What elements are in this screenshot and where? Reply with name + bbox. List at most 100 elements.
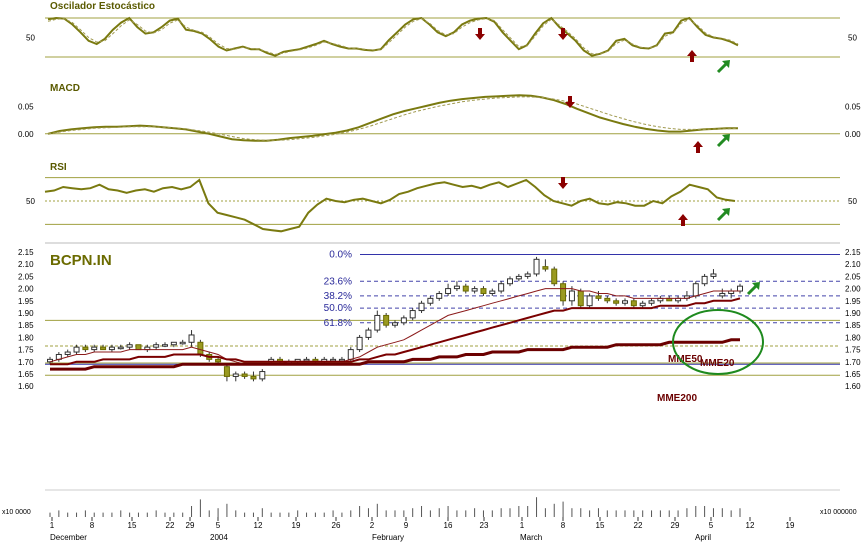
date-tick-label: 8 — [561, 521, 566, 530]
date-tick-label: 23 — [480, 521, 489, 530]
down-arrow-icon — [558, 177, 568, 189]
candle-body — [338, 358, 345, 362]
candle-body — [241, 373, 248, 377]
candle-body — [117, 346, 124, 350]
ma-label: MME200 — [657, 393, 697, 404]
price-tick-right: 1.95 — [845, 297, 861, 306]
candle-body — [613, 300, 620, 304]
down-arrow-icon — [565, 96, 575, 108]
candle-body — [427, 297, 434, 304]
rsi-line — [44, 178, 736, 233]
candle-body — [330, 358, 337, 362]
candle-body — [604, 297, 611, 302]
price-tick-right: 2.15 — [845, 248, 861, 257]
candle-body — [170, 341, 177, 346]
candle-body — [232, 373, 239, 377]
candle-body — [91, 346, 98, 351]
date-tick-label: 29 — [671, 521, 680, 530]
candle-body — [595, 295, 602, 299]
candle-body — [719, 292, 726, 297]
price-tick-right: 1.85 — [845, 321, 861, 330]
candle-body — [453, 285, 460, 290]
month-label: February — [372, 533, 404, 542]
candle-body — [648, 300, 655, 304]
candle-body — [480, 288, 487, 294]
date-tick-label: 12 — [254, 521, 263, 530]
candle-body — [542, 266, 549, 270]
date-axis: 1 8 15 22 29 5 12 19 26 2 9 16 23 1 8 15 22 29 5 12 19Decemb… — [50, 517, 795, 542]
candle-body — [356, 336, 363, 351]
candle-body — [710, 273, 717, 277]
candle-body — [73, 346, 80, 353]
candle-body — [462, 285, 469, 292]
date-tick-label: 5 — [709, 521, 714, 530]
rsi-tick-right: 50 — [848, 197, 857, 206]
up-arrow-icon — [693, 141, 703, 153]
price-tick-left: 1.75 — [18, 346, 34, 355]
candle-body — [418, 302, 425, 312]
down-arrow-icon — [475, 28, 485, 40]
candle-body — [533, 258, 540, 275]
candle-body — [489, 290, 496, 294]
month-label: April — [695, 533, 711, 542]
candle-body — [347, 349, 354, 360]
moving-average-mme20 — [49, 288, 740, 365]
candle-body — [409, 310, 416, 319]
candle-body — [179, 341, 186, 345]
candle-body — [188, 334, 195, 343]
price-panel: 2.15 2.15 2.10 2.10 2.05 2.05 2.00 2.00 1.95 1.95… — [18, 242, 861, 404]
price-tick-right: 1.65 — [845, 370, 861, 379]
macd-tick-right: 0.05 — [845, 103, 861, 112]
stoch-tick-right: 50 — [848, 34, 857, 43]
candle-body — [400, 317, 407, 324]
moving-average-mme50 — [50, 297, 741, 366]
date-tick-label: 1 — [520, 521, 525, 530]
candle-body — [153, 344, 160, 348]
date-tick-label: 2 — [370, 521, 375, 530]
macd-title: MACD — [50, 83, 80, 94]
candle-body — [100, 346, 107, 351]
stoch-signal-line — [47, 18, 739, 55]
date-tick-label: 9 — [404, 521, 409, 530]
candle-body — [577, 290, 584, 307]
candle-body — [259, 371, 266, 380]
date-tick-label: 15 — [128, 521, 137, 530]
green-up-arrow-icon-head — [722, 134, 730, 142]
candle-body — [215, 358, 222, 363]
date-tick-label: 22 — [166, 521, 175, 530]
price-tick-right: 1.75 — [845, 346, 861, 355]
green-up-arrow-icon-head — [752, 282, 760, 290]
date-tick-label: 22 — [634, 521, 643, 530]
date-tick-label: 26 — [332, 521, 341, 530]
macd-panel: 0.05 0.00 0.05 0.00 — [18, 94, 861, 153]
stochastic-title: Oscilador Estocástico — [50, 1, 155, 12]
date-tick-label: 19 — [292, 521, 301, 530]
candle-body — [507, 278, 513, 285]
candle-body — [197, 341, 204, 355]
macd-signal-line — [47, 96, 739, 141]
candle-body — [303, 358, 310, 362]
candle-body — [551, 268, 558, 285]
date-tick-label: 16 — [444, 521, 453, 530]
candle-body — [436, 292, 443, 299]
price-tick-left: 1.65 — [18, 370, 34, 379]
price-tick-right: 1.80 — [845, 333, 861, 342]
date-tick-label: 29 — [186, 521, 195, 530]
price-tick-left: 2.05 — [18, 272, 34, 281]
volume-tick-left: x10 0000 — [2, 509, 31, 516]
volume-panel: x10 0000 x10 000000 — [2, 489, 857, 517]
candle-body — [498, 283, 505, 292]
volume-tick-right: x10 000000 — [820, 509, 857, 516]
down-arrow-icon — [558, 28, 568, 40]
price-tick-left: 1.70 — [18, 358, 34, 367]
candle-body — [82, 346, 89, 351]
price-tick-right: 2.05 — [845, 272, 861, 281]
date-tick-label: 15 — [596, 521, 605, 530]
date-tick-label: 1 — [50, 521, 55, 530]
candle-body — [64, 351, 71, 355]
candle-body — [162, 344, 168, 347]
highlight-circle — [672, 309, 764, 375]
ma-label: MME20 — [700, 358, 735, 369]
moving-average-mme200 — [50, 338, 740, 371]
